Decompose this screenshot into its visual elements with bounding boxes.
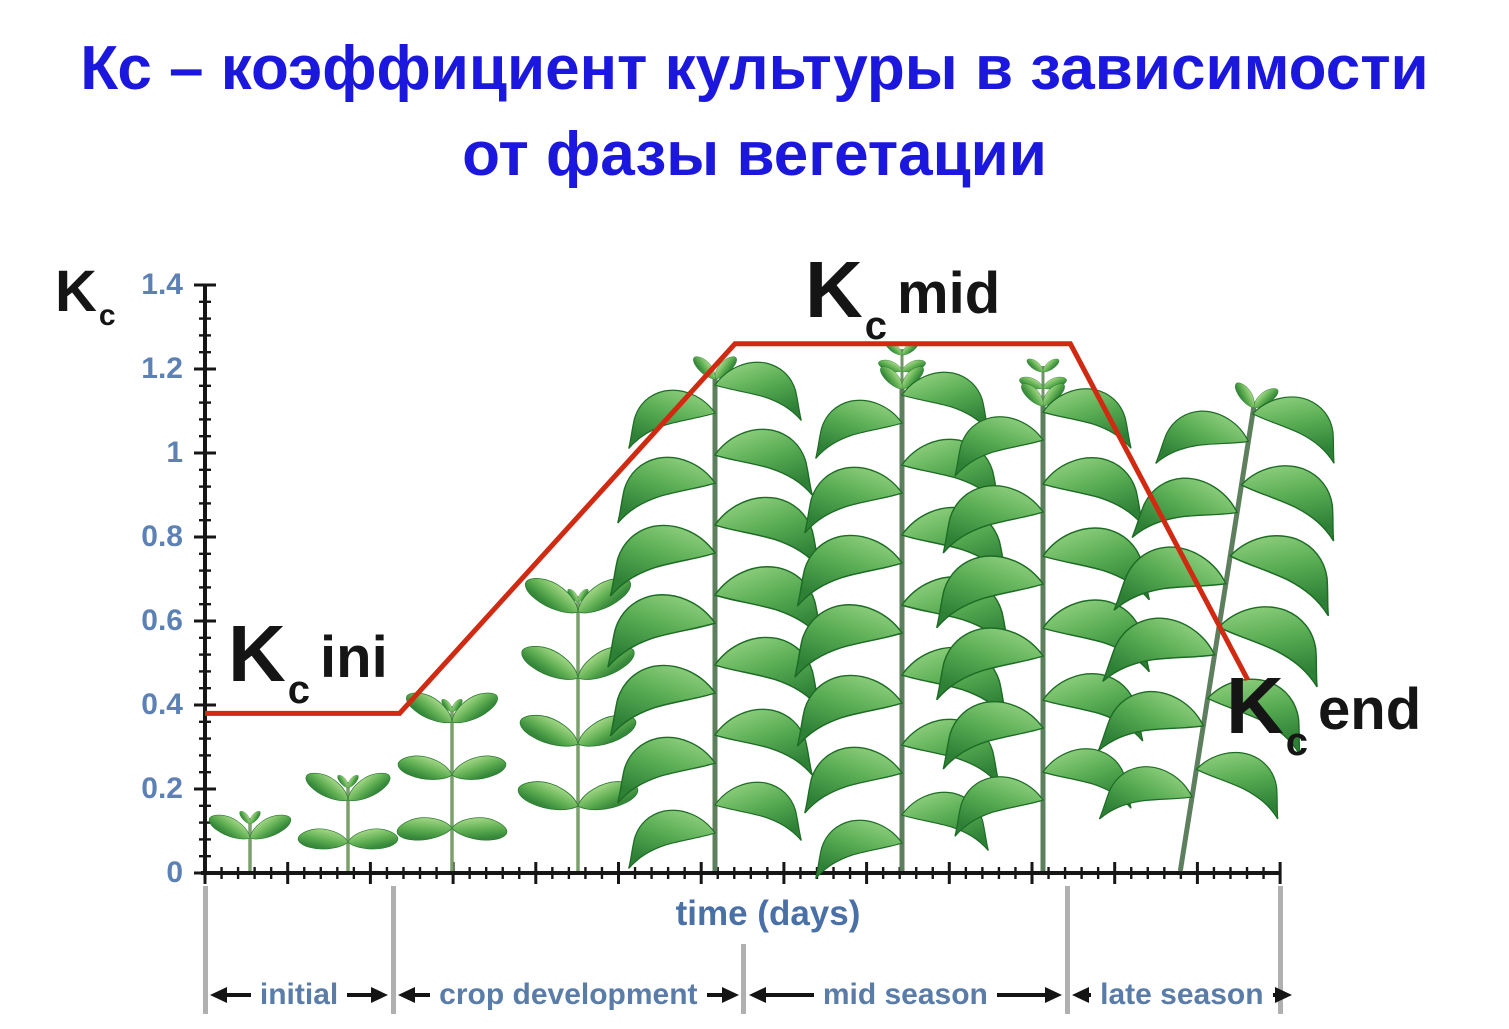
stage-cell-crop-development: crop development: [398, 976, 739, 1014]
stage-cell-late-season: late season: [1072, 976, 1292, 1014]
arrow-left-icon: [748, 987, 766, 1003]
arrow-left-icon: [398, 987, 416, 1003]
kc-curve: [205, 341, 1250, 716]
annotation-kc-end: Kc end: [1226, 661, 1422, 764]
arrow-right-icon: [721, 987, 739, 1003]
title-line-1: Кс – коэффициент культуры в зависимости: [80, 34, 1429, 103]
title-line-2: от фазы вегетации: [462, 120, 1047, 189]
stage-cell-initial: initial: [210, 976, 389, 1014]
arrow-right-icon: [371, 987, 389, 1003]
stage-divider: [1064, 886, 1070, 1014]
stage-divider: [741, 944, 747, 1014]
stage-divider: [1277, 886, 1283, 1014]
y-axis-title: Kc: [55, 259, 116, 332]
stage-label: mid season: [822, 978, 988, 1011]
arrow-tail: [706, 993, 722, 997]
arrow-tail: [347, 993, 372, 997]
stage-cell-mid-season: mid season: [748, 976, 1063, 1014]
arrow-tail: [1272, 993, 1275, 997]
arrow-left-icon: [210, 987, 227, 1003]
y-tick-label: 0.4: [141, 688, 183, 721]
x-axis-title: time (days): [675, 894, 861, 933]
y-tick-label: 0.8: [141, 520, 183, 553]
corn-plant: [607, 356, 823, 871]
y-tick-label: 1: [166, 436, 183, 469]
seedling-plant: [396, 692, 508, 871]
arrow-right-icon: [1045, 987, 1063, 1003]
arrow-right-icon: [1274, 987, 1292, 1003]
arrow-tail: [996, 993, 1046, 997]
annotation-kc-ini: Kc ini: [228, 609, 388, 712]
stage-divider: [390, 886, 396, 1014]
stage-divider: [202, 886, 208, 1014]
corn-plant: [936, 358, 1150, 871]
stage-label: initial: [259, 978, 339, 1011]
corn-plant: [1097, 382, 1335, 872]
seedling-plant: [208, 811, 292, 871]
kc-curve-line: [205, 341, 1250, 716]
y-tick-label: 0.6: [141, 604, 183, 637]
arrow-tail: [227, 993, 251, 997]
arrow-tail: [1089, 993, 1092, 997]
annotation-kc-mid: Kc mid: [805, 245, 1001, 348]
seedling-plant: [297, 772, 399, 871]
plant-illustrations: [208, 341, 1335, 879]
axes: [194, 283, 1282, 884]
y-tick-label: 0.2: [141, 772, 183, 805]
y-tick-label: 1.2: [141, 352, 183, 385]
page-title: Кс – коэффициент культуры в зависимости …: [0, 26, 1509, 198]
arrow-left-icon: [1072, 987, 1090, 1003]
arrow-tail: [765, 993, 814, 997]
stage-label: crop development: [439, 978, 698, 1011]
y-tick-label: 1.4: [141, 268, 183, 301]
y-tick-label: 0: [166, 856, 183, 889]
arrow-tail: [415, 993, 431, 997]
stage-label: late season: [1100, 978, 1264, 1011]
